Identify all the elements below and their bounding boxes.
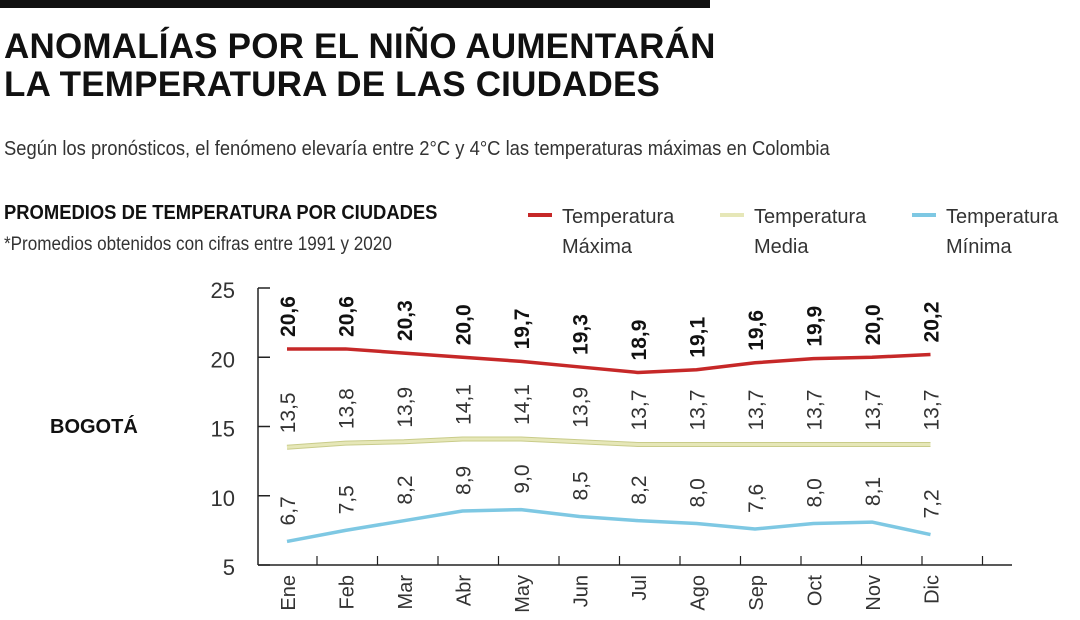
series-line-temperatura-minima [286, 507, 931, 544]
legend-swatch-minima [912, 213, 936, 217]
headline: ANOMALÍAS POR EL NIÑO AUMENTARÁN LA TEMP… [4, 28, 716, 104]
x-tick-label-nov: Nov [863, 575, 885, 611]
section-title: PROMEDIOS DE TEMPERATURA POR CIUDADES [4, 202, 438, 224]
legend-label-maxima-line1: Temperatura [562, 206, 675, 228]
legend-item-minima: Temperatura Mínima [912, 202, 1080, 262]
data-label-temperatura-media-nov: 13,7 [862, 390, 885, 431]
legend-label-media: Temperatura Media [754, 202, 904, 262]
headline-line-2: LA TEMPERATURA DE LAS CIUDADES [4, 65, 661, 104]
legend-swatch-media [720, 213, 744, 217]
legend-label-maxima-line2: Máxima [562, 236, 633, 258]
y-tick-label-10: 10 [211, 486, 235, 511]
data-label-temperatura-media-ene: 13,5 [277, 392, 300, 433]
x-tick-label-oct: Oct [805, 575, 827, 607]
data-label-temperatura-maxima-jul: 18,9 [628, 320, 651, 361]
data-label-temperatura-media-oct: 13,7 [804, 390, 827, 431]
legend-item-maxima: Temperatura Máxima [528, 202, 712, 262]
data-label-temperatura-maxima-nov: 20,0 [862, 304, 885, 345]
data-label-temperatura-media-jul: 13,7 [628, 390, 651, 431]
data-label-temperatura-media-jun: 13,9 [570, 387, 593, 428]
data-label-temperatura-media-feb: 13,8 [336, 388, 359, 429]
data-label-temperatura-maxima-oct: 19,9 [804, 306, 827, 347]
data-label-temperatura-minima-jun: 8,5 [570, 471, 593, 500]
x-tick-label-mar: Mar [395, 575, 417, 610]
data-label-temperatura-maxima-may: 19,7 [511, 309, 534, 350]
legend-label-minima-line2: Mínima [946, 236, 1012, 258]
legend-label-minima: Temperatura Mínima [946, 202, 1080, 262]
legend-item-media: Temperatura Media [720, 202, 904, 262]
data-label-temperatura-maxima-ago: 19,1 [687, 317, 710, 358]
x-tick-label-jun: Jun [571, 575, 593, 607]
legend-swatch-maxima [528, 213, 552, 217]
data-label-temperatura-minima-feb: 7,5 [336, 485, 359, 514]
data-label-temperatura-media-may: 14,1 [511, 384, 534, 425]
data-label-temperatura-minima-mar: 8,2 [394, 475, 417, 504]
data-label-temperatura-media-ago: 13,7 [687, 390, 710, 431]
data-label-temperatura-maxima-feb: 20,6 [336, 296, 359, 337]
x-tick-label-abr: Abr [454, 575, 476, 606]
data-label-temperatura-minima-ene: 6,7 [277, 496, 300, 525]
data-label-temperatura-maxima-mar: 20,3 [394, 300, 417, 341]
y-tick-label-20: 20 [211, 347, 235, 372]
x-tick-label-feb: Feb [337, 575, 359, 609]
headline-line-1: ANOMALÍAS POR EL NIÑO AUMENTARÁN [4, 27, 716, 66]
city-label: BOGOTÁ [50, 416, 138, 438]
data-label-temperatura-media-sep: 13,7 [745, 390, 768, 431]
data-label-temperatura-media-dic: 13,7 [921, 390, 944, 431]
legend-label-minima-line1: Temperatura [946, 206, 1059, 228]
x-tick-label-dic: Dic [922, 575, 944, 604]
x-tick-label-jul: Jul [629, 575, 651, 601]
data-note: *Promedios obtenidos con cifras entre 19… [4, 234, 392, 255]
series-line-temperatura-maxima [287, 347, 931, 375]
legend-label-maxima: Temperatura Máxima [562, 202, 712, 262]
data-label-temperatura-minima-ago: 8,0 [687, 478, 710, 507]
data-label-temperatura-maxima-ene: 20,6 [277, 296, 300, 337]
x-tick-label-ene: Ene [278, 575, 300, 611]
x-tick-label-may: May [512, 575, 534, 613]
legend-label-media-line1: Temperatura [754, 206, 867, 228]
data-label-temperatura-media-abr: 14,1 [453, 384, 476, 425]
data-label-temperatura-minima-abr: 8,9 [453, 466, 476, 495]
y-tick-label-15: 15 [211, 417, 235, 442]
data-label-temperatura-maxima-abr: 20,0 [453, 304, 476, 345]
data-label-temperatura-maxima-dic: 20,2 [921, 302, 944, 343]
data-label-temperatura-maxima-jun: 19,3 [570, 314, 593, 355]
data-label-temperatura-minima-jul: 8,2 [628, 475, 651, 504]
x-tick-label-sep: Sep [746, 575, 768, 611]
top-rule [0, 0, 710, 8]
y-tick-label-5: 5 [223, 555, 235, 580]
data-label-temperatura-media-mar: 13,9 [394, 387, 417, 428]
data-label-temperatura-maxima-sep: 19,6 [745, 310, 768, 351]
subtitle: Según los pronósticos, el fenómeno eleva… [4, 138, 830, 160]
y-tick-label-25: 25 [211, 278, 235, 303]
data-label-temperatura-minima-dic: 7,2 [921, 489, 944, 518]
data-label-temperatura-minima-sep: 7,6 [745, 484, 768, 513]
series-line-temperatura-media [286, 437, 931, 449]
data-label-temperatura-minima-nov: 8,1 [862, 477, 885, 506]
data-label-temperatura-minima-may: 9,0 [511, 464, 534, 493]
data-label-temperatura-minima-oct: 8,0 [804, 478, 827, 507]
x-tick-label-ago: Ago [688, 575, 710, 611]
legend-label-media-line2: Media [754, 236, 809, 258]
